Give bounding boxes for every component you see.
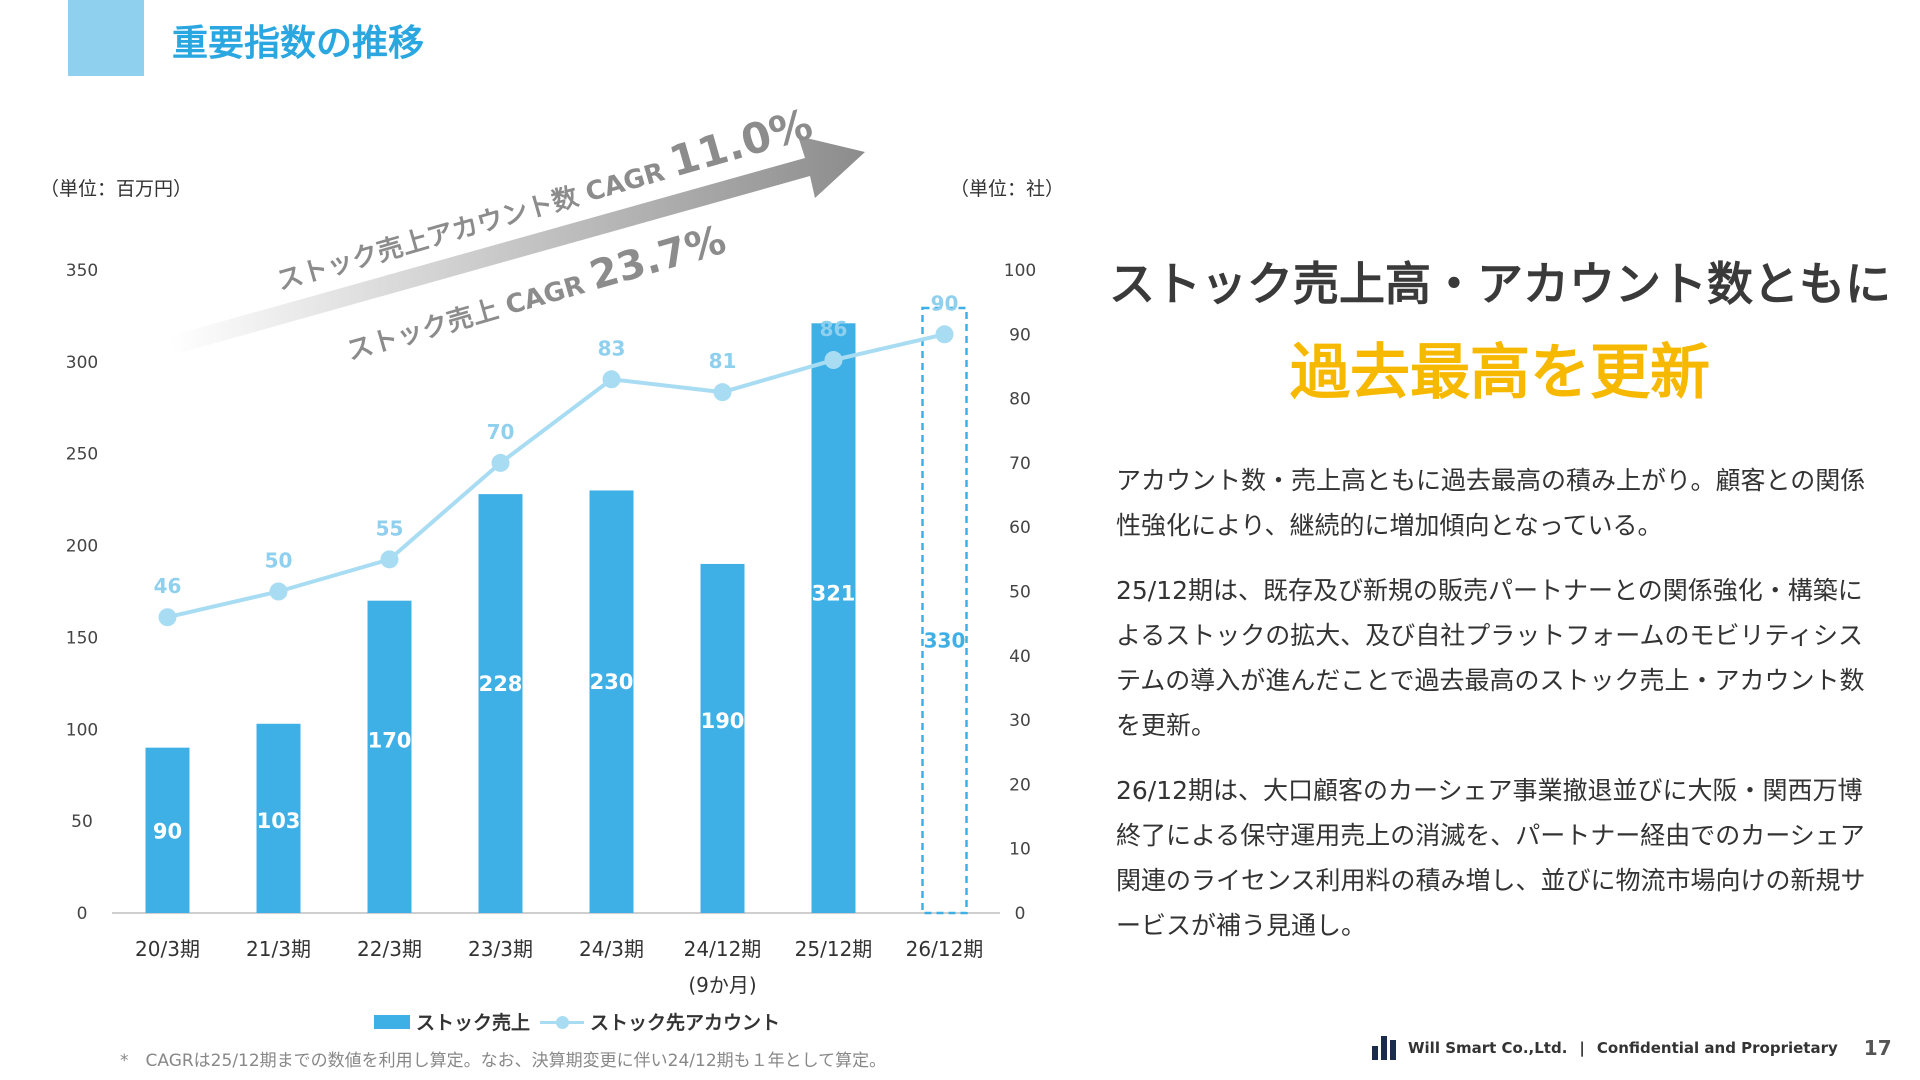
bar-value-label: 230: [590, 670, 634, 694]
x-category-label: 20/3期: [135, 937, 200, 961]
bar: [256, 723, 301, 913]
bar-value-label: 103: [257, 809, 301, 833]
line-value-label: 50: [265, 549, 293, 573]
headline-line-2: 過去最高を更新: [1290, 338, 1710, 408]
bar: [145, 747, 190, 913]
bar: [700, 563, 745, 913]
legend-bar-swatch: [374, 1014, 410, 1029]
y-right-tick-label: 60: [1009, 518, 1031, 538]
x-category-label: 24/3期: [579, 937, 644, 961]
x-category-label: 24/12期: [684, 937, 762, 961]
y-right-tick-label: 80: [1009, 390, 1031, 410]
bar: [367, 600, 412, 913]
body-text: アカウント数・売上高ともに過去最高の積み上がり。顧客との関係性強化により、継続的…: [1116, 458, 1886, 968]
bar-value-label: 90: [153, 820, 182, 844]
bar: [589, 490, 634, 913]
line-value-label: 86: [820, 317, 848, 341]
y-left-tick-label: 300: [66, 353, 98, 373]
bar-value-label: 330: [924, 628, 966, 652]
y-right-tick-label: 90: [1009, 325, 1031, 345]
footer-separator: |: [1579, 1039, 1585, 1057]
y-right-tick-label: 50: [1009, 583, 1031, 603]
x-category-label: 21/3期: [246, 937, 311, 961]
page-title: 重要指数の推移: [172, 23, 425, 64]
footnote: * CAGRは25/12期までの数値を利用し算定。なお、決算期変更に伴い24/1…: [120, 1051, 887, 1071]
legend-line-swatch: [540, 1015, 585, 1029]
line-point: [380, 550, 399, 569]
bar-value-label: 190: [701, 709, 745, 733]
y-right-tick-label: 70: [1009, 454, 1031, 474]
line-value-label: 90: [931, 291, 959, 315]
line-point: [491, 453, 510, 472]
bar-value-label: 228: [479, 672, 523, 696]
legend-line-label: ストック先アカウント: [590, 1012, 781, 1034]
x-category-label: 23/3期: [468, 937, 533, 961]
left-axis-unit-label: （単位：百万円）: [40, 178, 193, 200]
x-category-label: 25/12期: [795, 937, 873, 961]
y-left-tick-label: 200: [66, 537, 98, 557]
line-point: [713, 383, 732, 402]
y-right-tick-label: 0: [1015, 904, 1026, 924]
line-value-label: 46: [154, 574, 182, 598]
y-left-tick-label: 0: [77, 904, 88, 924]
header-accent-block: [68, 0, 144, 76]
line-value-label: 81: [709, 349, 737, 373]
bar-value-label: 170: [368, 728, 412, 752]
y-right-tick-label: 100: [1004, 261, 1036, 281]
right-axis-unit-label: （単位：社）: [950, 178, 1065, 200]
line-value-label: 55: [376, 516, 404, 540]
body-paragraph-1: アカウント数・売上高ともに過去最高の積み上がり。顧客との関係性強化により、継続的…: [1116, 466, 1866, 540]
footer: Will Smart Co.,Ltd. | Confidential and P…: [1372, 1036, 1892, 1060]
bar: [478, 494, 523, 913]
chart: ストック売上アカウント数 CAGR 11.0%ストック売上 CAGR 23.7%…: [66, 99, 1036, 997]
x-category-label: 22/3期: [357, 937, 422, 961]
line-point: [269, 582, 288, 601]
footer-company: Will Smart Co.,Ltd.: [1408, 1039, 1568, 1057]
y-left-tick-label: 100: [66, 720, 98, 740]
y-right-tick-label: 30: [1009, 711, 1031, 731]
line-value-label: 83: [598, 336, 626, 360]
cagr-arrow: [170, 136, 865, 354]
y-left-tick-label: 150: [66, 628, 98, 648]
line-point: [935, 325, 954, 344]
chart-legend: ストック売上 ストック先アカウント: [374, 1008, 780, 1035]
line-series: [167, 332, 945, 620]
line-point: [602, 370, 621, 389]
body-paragraph-3: 26/12期は、大口顧客のカーシェア事業撤退並びに大阪・関西万博終了による保守運…: [1116, 776, 1866, 940]
y-left-tick-label: 50: [71, 812, 93, 832]
footer-confidential: Confidential and Proprietary: [1596, 1039, 1838, 1057]
cagr-annotation-accounts: ストック売上アカウント数 CAGR 11.0%: [269, 99, 817, 299]
body-paragraph-2: 25/12期は、既存及び新規の販売パートナーとの関係強化・構築によるストックの拡…: [1116, 576, 1865, 740]
y-left-tick-label: 350: [66, 261, 98, 281]
legend-bar-label: ストック売上: [416, 1012, 531, 1034]
line-value-label: 70: [487, 420, 515, 444]
y-right-tick-label: 20: [1009, 775, 1031, 795]
x-category-label: 26/12期: [906, 937, 984, 961]
line-point: [824, 351, 843, 370]
page-number: 17: [1863, 1036, 1892, 1060]
bar: [811, 323, 856, 914]
line-point: [158, 608, 177, 627]
y-left-tick-label: 250: [66, 445, 98, 465]
company-logo-icon: [1372, 1036, 1396, 1060]
headline-line-1: ストック売上高・アカウント数ともに: [1109, 257, 1891, 311]
y-right-tick-label: 40: [1009, 647, 1031, 667]
x-category-sublabel: (9か月): [688, 973, 756, 997]
bar-value-label: 321: [812, 581, 856, 605]
y-right-tick-label: 10: [1009, 840, 1031, 860]
bar-forecast: [921, 306, 968, 915]
